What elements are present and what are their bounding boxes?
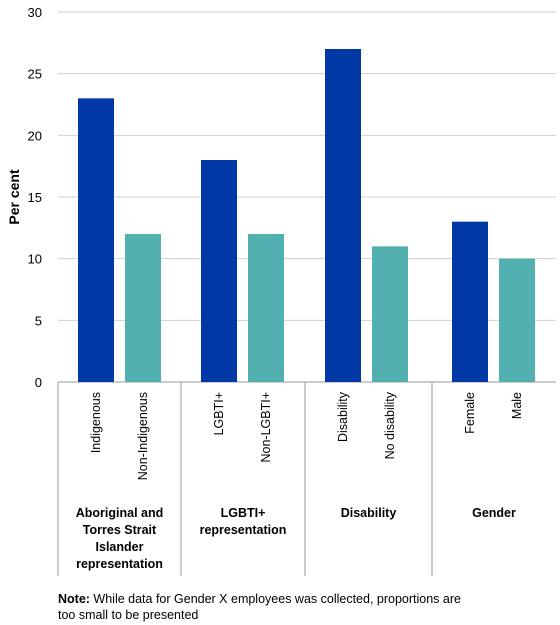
y-tick-label: 25: [28, 67, 42, 82]
note-text: While data for Gender X employees was co…: [58, 592, 461, 622]
category-label: Female: [463, 392, 477, 434]
group-label: representation: [200, 523, 287, 537]
note-prefix: Note:: [58, 592, 90, 606]
y-tick-label: 15: [28, 190, 42, 205]
bar: [248, 234, 284, 382]
bar: [372, 246, 408, 382]
y-tick-label: 5: [35, 313, 42, 328]
category-label: LGBTI+: [212, 392, 226, 435]
group-label: Aboriginal and: [76, 506, 164, 520]
category-label: Disability: [336, 391, 350, 442]
y-tick-label: 10: [28, 252, 42, 267]
group-label: Torres Strait: [83, 523, 157, 537]
group-label: representation: [76, 557, 163, 571]
bar-chart: 0 5 10 15 20 25 30 Per cent Indigenous Non-Indige…: [6, 5, 556, 576]
group-label: Islander: [96, 540, 144, 554]
chart-note: Note: While data for Gender X employees …: [58, 591, 478, 623]
bar: [78, 98, 114, 382]
category-label: Non-LGBTI+: [259, 392, 273, 463]
bar: [325, 49, 361, 382]
group-label: Disability: [341, 506, 397, 520]
group-label: Gender: [472, 506, 516, 520]
bar: [201, 160, 237, 382]
bar: [125, 234, 161, 382]
y-axis-title: Per cent: [6, 169, 22, 225]
bar: [452, 221, 488, 382]
y-tick-label: 0: [35, 375, 42, 390]
category-label: No disability: [383, 391, 397, 459]
y-tick-label: 20: [28, 128, 42, 143]
category-label: Indigenous: [89, 392, 103, 453]
group-label: LGBTI+: [221, 506, 266, 520]
y-tick-label: 30: [28, 5, 42, 20]
category-label: Non-Indigenous: [136, 392, 150, 480]
category-label: Male: [510, 392, 524, 419]
bar: [499, 258, 535, 382]
